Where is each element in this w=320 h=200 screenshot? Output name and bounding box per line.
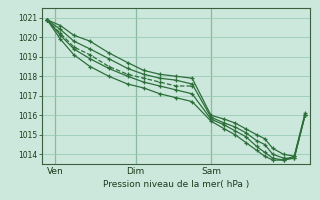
X-axis label: Pression niveau de la mer( hPa ): Pression niveau de la mer( hPa ) (103, 180, 249, 189)
